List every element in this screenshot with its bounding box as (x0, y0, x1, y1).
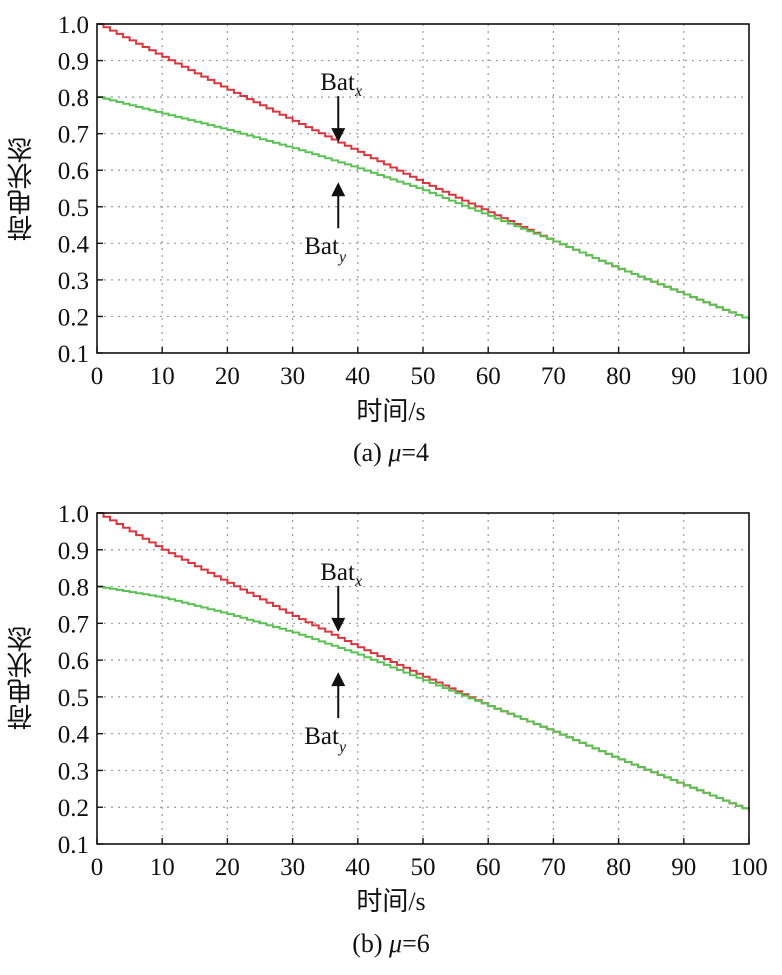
chart-a-svg: 0 10 20 30 40 50 60 70 80 90 100 0.1 0.2 0.3 0.4 0.5 0.6… (58, 12, 768, 390)
chart-b-caption-symbol: μ (389, 929, 403, 958)
chart-b-ytick-label: 0.3 (58, 758, 89, 785)
chart-a-ylabel-wrap: 荷电状态 (4, 24, 38, 354)
chart-b-ylabel: 荷电状态 (6, 626, 37, 730)
chart-a-ytick-label: 0.3 (58, 268, 89, 295)
chart-a-label-bat-y: Baty (304, 233, 347, 266)
chart-b-annotation-bat-y: Baty (304, 672, 347, 756)
chart-b-xtick-label: 90 (671, 854, 696, 881)
chart-b-ytick-label: 1.0 (58, 501, 89, 528)
chart-b-ylabel-wrap: 荷电状态 (4, 513, 38, 843)
chart-b-xtick-label: 60 (476, 854, 501, 881)
chart-b-xtick-label: 10 (150, 854, 175, 881)
chart-b-ytick-label: 0.2 (58, 795, 89, 822)
chart-a-annotation-bat-x: Batx (320, 69, 362, 143)
chart-panel-b: 0 10 20 30 40 50 60 70 80 90 100 0.1 0.2 0.3 0.4 0.5 0.6… (0, 487, 782, 975)
chart-a-ytick-label: 0.7 (58, 122, 89, 149)
chart-b-ytick-label: 0.7 (58, 611, 89, 638)
chart-panel-a: 0 10 20 30 40 50 60 70 80 90 100 0.1 0.2 0.3 0.4 0.5 0.6… (0, 0, 782, 487)
chart-b-xtick-label: 100 (730, 854, 768, 881)
chart-a-ytick-label: 0.4 (58, 231, 90, 258)
chart-b-xlabel: 时间/s (356, 887, 426, 916)
chart-b-arrow-bat-y-head (331, 672, 346, 687)
chart-a-caption-symbol: μ (388, 438, 402, 467)
chart-b-ytick-label: 0.4 (58, 722, 90, 749)
chart-a-xtick-label: 70 (541, 363, 566, 390)
chart-a-arrow-bat-y-head (331, 182, 346, 197)
chart-b-series-bat-y-line (97, 585, 750, 811)
chart-b-label-bat-x: Batx (320, 559, 362, 590)
chart-a-ytick-label: 1.0 (58, 12, 89, 39)
chart-b-label-bat-y: Baty (304, 723, 347, 756)
chart-b-ytick-label: 0.1 (58, 832, 89, 859)
chart-a-xtick-label: 90 (671, 363, 696, 390)
chart-a-ytick-label: 0.9 (58, 49, 89, 76)
chart-a-xtick-label: 0 (91, 363, 104, 390)
chart-a-label-bat-x: Batx (320, 69, 362, 100)
chart-b-xtick-label: 50 (411, 854, 436, 881)
chart-b-xtick-label: 0 (91, 854, 104, 881)
chart-b-xtick-label: 70 (541, 854, 566, 881)
chart-a-xtick-label: 60 (476, 363, 501, 390)
chart-a-ytick-label: 0.5 (58, 195, 89, 222)
chart-b-ytick-label: 0.9 (58, 538, 89, 565)
chart-b-xtick-label: 40 (345, 854, 370, 881)
chart-a-xtick-label: 30 (280, 363, 305, 390)
chart-a-xtick-label: 20 (215, 363, 240, 390)
chart-a-ytick-label: 0.8 (58, 85, 89, 112)
chart-b-arrow-bat-x-head (331, 617, 346, 632)
chart-a-xtick-label: 100 (730, 363, 768, 390)
chart-a-xtick-label: 40 (345, 363, 370, 390)
chart-b-caption-value: =6 (402, 929, 430, 958)
chart-a-caption-label: (a) (352, 438, 382, 467)
chart-a-ylabel: 荷电状态 (6, 137, 37, 241)
chart-b-caption: (b) μ=6 (0, 929, 782, 959)
chart-a-xtick-label: 80 (606, 363, 631, 390)
chart-b-caption-label: (b) (352, 929, 383, 958)
chart-b-xtick-label: 30 (280, 854, 305, 881)
chart-a-grid (97, 24, 749, 353)
chart-a-caption-value: =4 (401, 438, 430, 467)
chart-b-xtick-label: 20 (215, 854, 240, 881)
chart-a-xtick-label: 50 (411, 363, 436, 390)
chart-b-ytick-label: 0.6 (58, 648, 89, 675)
chart-b-annotation-bat-x: Batx (320, 559, 362, 632)
chart-a-xtick-label: 10 (150, 363, 175, 390)
chart-a-series-bat-y-line (97, 96, 750, 321)
chart-b-ytick-label: 0.8 (58, 575, 89, 602)
chart-a-xlabel: 时间/s (356, 397, 426, 426)
chart-a-caption: (a) μ=4 (0, 438, 782, 468)
chart-a-ytick-label: 0.6 (58, 158, 89, 185)
chart-b-svg: 0 10 20 30 40 50 60 70 80 90 100 0.1 0.2 0.3 0.4 0.5 0.6… (58, 501, 768, 881)
chart-b-xtick-label: 80 (606, 854, 631, 881)
chart-a-annotation-bat-y: Baty (304, 182, 347, 266)
chart-a-arrow-bat-x-head (331, 128, 346, 143)
chart-a-ytick-label: 0.1 (58, 341, 89, 368)
chart-b-ytick-label: 0.5 (58, 685, 89, 712)
chart-a-ytick-label: 0.2 (58, 304, 89, 331)
